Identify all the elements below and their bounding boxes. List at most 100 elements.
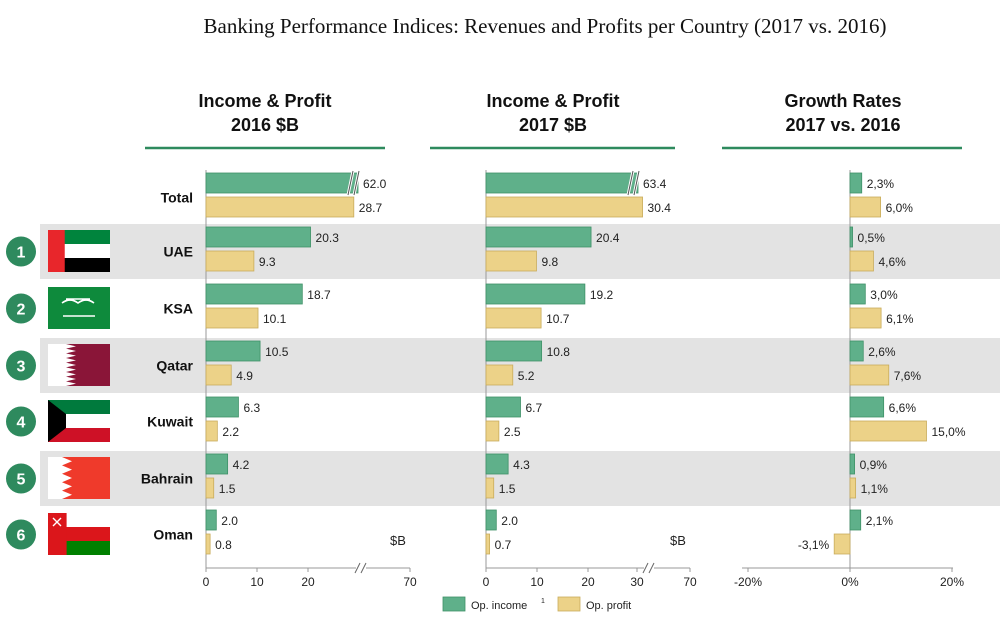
- ksa-flag: [48, 287, 110, 329]
- profit-bar: [485, 364, 514, 386]
- profit-bar: [849, 477, 857, 499]
- unit-label: $B: [670, 533, 686, 548]
- data-label: 10.1: [263, 312, 287, 326]
- income-bar: [485, 283, 586, 305]
- income-bar: [849, 283, 866, 305]
- income-bar: [485, 172, 639, 194]
- rank-badge: [6, 463, 36, 494]
- row-label: Qatar: [156, 358, 193, 374]
- bahrain-flag-serration: [48, 457, 72, 499]
- row-label: Kuwait: [147, 414, 193, 430]
- profit-bar: [849, 196, 882, 218]
- rank-number: 3: [17, 359, 26, 376]
- x-tick-label: -20%: [734, 575, 762, 589]
- kuwait-flag: [48, 400, 110, 442]
- data-label: 2.0: [501, 514, 518, 528]
- data-label: 0,9%: [860, 458, 888, 472]
- row-label: KSA: [163, 301, 193, 317]
- data-label: 1.5: [499, 482, 516, 496]
- data-label: 6,6%: [889, 401, 917, 415]
- rank-number: 5: [17, 472, 26, 489]
- data-label: 0.7: [495, 538, 512, 552]
- data-label: 2.0: [221, 514, 238, 528]
- bar-break-mark: [627, 170, 640, 196]
- kuwait-flag-trapezoid: [48, 400, 66, 442]
- rank-number: 6: [17, 528, 26, 545]
- data-label: 2.5: [504, 425, 521, 439]
- rank-badge: [6, 406, 36, 437]
- legend-income-swatch: [442, 596, 466, 612]
- x-tick-label: 30: [630, 575, 644, 589]
- profit-bar: [205, 364, 232, 386]
- rank-badge: [6, 293, 36, 324]
- profit-bar: [205, 477, 215, 499]
- income-bar: [485, 509, 497, 531]
- profit-bar: [485, 477, 495, 499]
- rank-badge: [6, 519, 36, 550]
- income-bar: [849, 226, 853, 248]
- unit-label: $B: [390, 533, 406, 548]
- income-bar: [485, 453, 509, 475]
- profit-bar: [849, 364, 890, 386]
- income-bar: [205, 509, 217, 531]
- income-bar: [205, 396, 239, 418]
- panel-title: Growth Rates: [784, 91, 901, 111]
- data-label: 63.4: [643, 177, 667, 191]
- axis-break-mark: [354, 562, 367, 574]
- data-label: 7,6%: [894, 369, 922, 383]
- profit-bar: [485, 196, 643, 218]
- profit-bar: [849, 420, 927, 442]
- data-label: 4.9: [236, 369, 253, 383]
- data-label: 1,1%: [861, 482, 889, 496]
- rank-badge: [6, 236, 36, 267]
- rank-badge: [6, 350, 36, 381]
- profit-bar: [849, 307, 882, 329]
- x-tick-label: 0%: [841, 575, 859, 589]
- data-label: 20.4: [596, 231, 620, 245]
- data-label: 15,0%: [932, 425, 966, 439]
- legend-profit-swatch: [557, 596, 581, 612]
- profit-bar: [849, 250, 874, 272]
- ksa-flag-script: [61, 298, 95, 304]
- data-label: 2.2: [222, 425, 239, 439]
- x-tick-label: 70: [403, 575, 417, 589]
- data-label: 18.7: [307, 288, 331, 302]
- x-tick-label: 10: [250, 575, 264, 589]
- panel-title: 2017 $B: [519, 115, 587, 135]
- data-label: 5.2: [518, 369, 535, 383]
- data-label: 28.7: [359, 201, 383, 215]
- data-label: 6.3: [243, 401, 260, 415]
- data-label: 20.3: [316, 231, 340, 245]
- income-bar: [485, 340, 543, 362]
- oman-flag: [48, 513, 110, 555]
- legend-income-label: Op. income: [471, 600, 527, 612]
- kuwait-flag-part: [48, 400, 110, 414]
- data-label: 2,6%: [868, 345, 896, 359]
- uae-flag: [48, 230, 110, 272]
- data-label: 4.3: [513, 458, 530, 472]
- income-bar: [849, 396, 885, 418]
- data-label: 4.2: [233, 458, 250, 472]
- panel-title: 2016 $B: [231, 115, 299, 135]
- income-bar: [205, 283, 303, 305]
- data-label: 4,6%: [878, 255, 906, 269]
- x-tick-label: 10: [530, 575, 544, 589]
- income-bar: [205, 453, 229, 475]
- x-tick-label: 70: [683, 575, 697, 589]
- kuwait-flag-part: [48, 428, 110, 442]
- data-label: 10.8: [547, 345, 571, 359]
- income-bar: [205, 340, 261, 362]
- bar-break-mark: [347, 170, 360, 196]
- data-label: 0,5%: [858, 231, 886, 245]
- rank-number: 4: [17, 415, 26, 432]
- row-label: Bahrain: [141, 471, 193, 487]
- profit-bar: [485, 420, 500, 442]
- legend-income-superscript: 1: [541, 598, 545, 605]
- row-label: Oman: [153, 527, 193, 543]
- rank-number: 2: [17, 302, 26, 319]
- income-bar: [485, 396, 521, 418]
- bahrain-flag: [48, 457, 110, 499]
- data-label: 9.3: [259, 255, 276, 269]
